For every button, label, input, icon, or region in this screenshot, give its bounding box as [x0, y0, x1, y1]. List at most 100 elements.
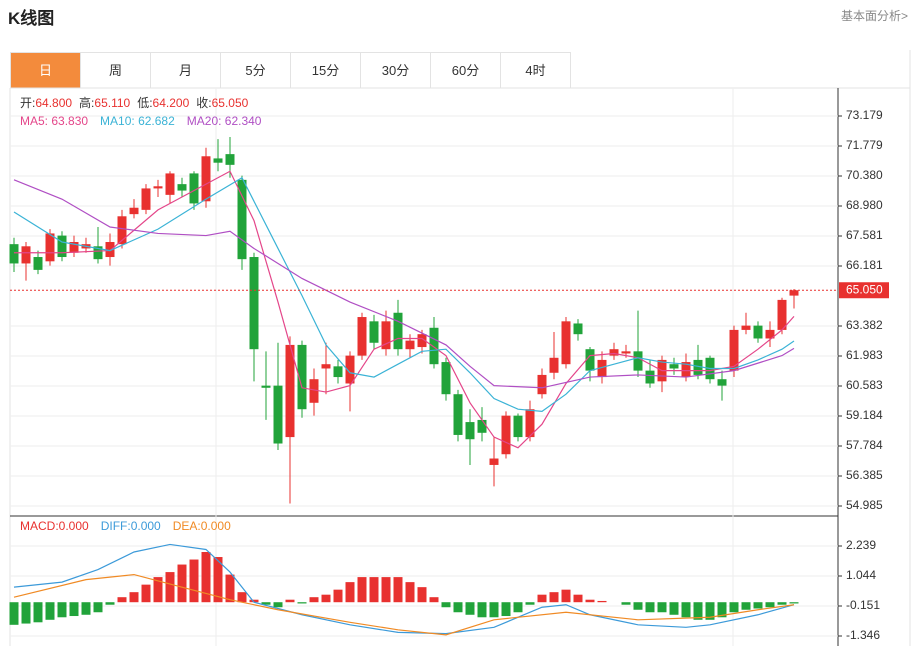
candle-body	[789, 290, 799, 296]
candle-body	[513, 415, 523, 438]
y-tick-label: 1.044	[846, 568, 876, 582]
candle-body	[429, 327, 439, 365]
macd-bar	[249, 599, 259, 603]
tab[interactable]: 5分	[221, 53, 291, 88]
macd-bar	[141, 584, 151, 603]
candle-body	[225, 154, 235, 165]
legend-name: DEA:	[173, 519, 201, 533]
candle-body	[117, 216, 127, 245]
quote-value: 64.200	[153, 96, 190, 110]
macd-bar	[213, 557, 223, 603]
candle-body	[729, 329, 739, 371]
last-price-box	[839, 282, 889, 299]
macd-bar	[561, 589, 571, 603]
y-tick-label: -0.151	[846, 598, 880, 612]
y-tick-label: 60.583	[846, 378, 883, 392]
indicator-line	[13, 176, 795, 412]
candle-body	[525, 409, 535, 438]
candle-body	[45, 233, 55, 262]
candle-body	[321, 364, 331, 369]
candle-body	[717, 379, 727, 386]
tab[interactable]: 月	[151, 53, 221, 88]
candle-body	[273, 385, 283, 444]
macd-bar	[369, 577, 379, 603]
candle-body	[597, 359, 607, 378]
candle-body	[285, 344, 295, 438]
candle-body	[405, 340, 415, 350]
candle-body	[645, 370, 655, 384]
candle-body	[549, 357, 559, 373]
macd-bar	[573, 594, 583, 603]
macd-bar	[69, 602, 79, 617]
candle-body	[393, 312, 403, 350]
last-price-label: 65.050	[846, 282, 883, 296]
legend-name: MA20:	[187, 114, 225, 128]
macd-bar	[153, 577, 163, 603]
candle-body	[417, 334, 427, 348]
macd-bar	[777, 602, 787, 605]
macd-bar	[417, 587, 427, 603]
candle-body	[669, 364, 679, 369]
tab[interactable]: 30分	[361, 53, 431, 88]
candle-body	[141, 188, 151, 210]
candle-body	[153, 186, 163, 189]
macd-bar	[429, 597, 439, 603]
y-tick-label: -1.346	[846, 628, 880, 642]
macd-bar	[273, 602, 283, 608]
y-tick-label: 71.779	[846, 138, 883, 152]
y-tick-label: 66.181	[846, 258, 883, 272]
candle-body	[357, 317, 367, 356]
macd-bar	[357, 577, 367, 603]
candle-body	[573, 323, 583, 335]
tab[interactable]: 15分	[291, 53, 361, 88]
macd-bar	[705, 602, 715, 620]
candle-body	[333, 366, 343, 378]
legend-value: 0.000	[201, 519, 231, 533]
tab[interactable]: 日	[11, 53, 81, 88]
macd-bar	[165, 572, 175, 603]
y-tick-label: 57.784	[846, 438, 883, 452]
candle-body	[741, 325, 751, 330]
macd-bar	[789, 602, 799, 604]
tabs: 日周月 5分 15分 30分 60分 4时	[10, 52, 571, 88]
macd-bar	[321, 594, 331, 603]
macd-bar	[681, 602, 691, 618]
y-tick-label: 73.179	[846, 108, 883, 122]
candle-body	[681, 362, 691, 378]
legend-name: MA5:	[20, 114, 51, 128]
macd-bar	[717, 602, 727, 618]
macd-bar	[441, 602, 451, 608]
macd-bar	[669, 602, 679, 615]
tab[interactable]: 4时	[501, 53, 571, 88]
macd-bar	[405, 582, 415, 603]
candle-body	[489, 458, 499, 465]
legend-name: MACD:	[20, 519, 59, 533]
macd-bar	[549, 592, 559, 603]
macd-bar	[597, 600, 607, 603]
macd-bar	[513, 602, 523, 613]
macd-bar	[129, 592, 139, 603]
tab[interactable]: 60分	[431, 53, 501, 88]
macd-bar	[33, 602, 43, 623]
indicator-line	[13, 543, 795, 635]
macd-bar	[765, 602, 775, 608]
fundamental-link[interactable]: 基本面分析>	[840, 9, 908, 23]
candle-body	[453, 394, 463, 435]
candle-body	[93, 246, 103, 260]
macd-bar	[381, 577, 391, 603]
candle-body	[561, 321, 571, 365]
macd-bar	[645, 602, 655, 613]
y-tick-label: 67.581	[846, 228, 883, 242]
y-tick-label: 59.184	[846, 408, 883, 422]
macd-bar	[477, 602, 487, 618]
tab[interactable]: 周	[81, 53, 151, 88]
candle-body	[369, 321, 379, 343]
macd-bar	[525, 602, 535, 605]
candle-body	[21, 246, 31, 264]
y-tick-label: 61.983	[846, 348, 883, 362]
macd-bar	[201, 551, 211, 603]
macd-bar	[657, 602, 667, 613]
candle-body	[189, 173, 199, 204]
